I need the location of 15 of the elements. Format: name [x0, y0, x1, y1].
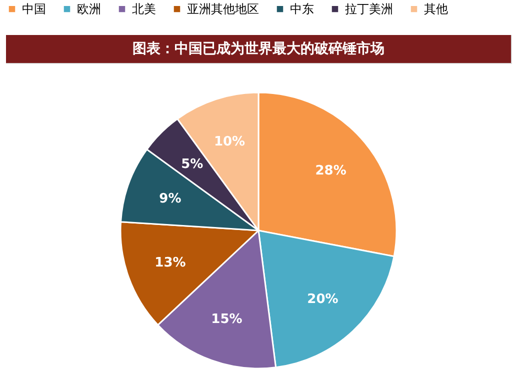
legend-label: 其他 [424, 2, 448, 16]
data-label: 10% [214, 134, 246, 150]
data-label: 20% [307, 292, 338, 307]
legend-label: 中东 [290, 2, 314, 16]
legend-label: 中国 [22, 2, 46, 16]
text: 图表：中国已成为世界最大的破碎锤市场 [132, 40, 384, 57]
legend-label: 欧洲 [77, 2, 101, 16]
legend-label: 拉丁美洲 [345, 2, 393, 16]
data-label: 28% [315, 164, 346, 179]
data-label: 9% [159, 192, 182, 207]
data-label: 13% [154, 255, 186, 270]
data-label: 15% [211, 312, 242, 327]
legend-label: 亚洲其他地区 [187, 2, 259, 16]
legend-label: 北美 [132, 2, 156, 16]
data-label: 5% [181, 157, 204, 172]
